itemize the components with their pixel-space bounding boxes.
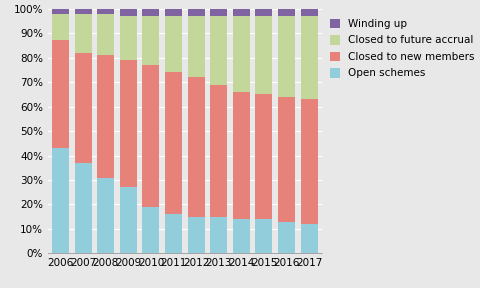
Bar — [188, 9, 204, 16]
Bar — [120, 16, 137, 60]
Bar — [300, 99, 318, 224]
Bar — [143, 16, 159, 65]
Bar — [165, 16, 182, 72]
Bar — [188, 77, 204, 217]
Bar — [255, 219, 273, 253]
Bar — [278, 222, 295, 253]
Bar — [233, 219, 250, 253]
Bar — [143, 65, 159, 207]
Bar — [210, 16, 227, 84]
Bar — [188, 16, 204, 77]
Bar — [74, 53, 92, 163]
Bar — [300, 9, 318, 16]
Bar — [74, 163, 92, 253]
Bar — [210, 85, 227, 217]
Bar — [143, 207, 159, 253]
Bar — [52, 41, 69, 148]
Bar — [52, 9, 69, 14]
Bar — [278, 9, 295, 16]
Bar — [165, 72, 182, 214]
Bar — [255, 16, 273, 94]
Bar — [74, 9, 92, 14]
Bar — [165, 9, 182, 16]
Bar — [52, 14, 69, 41]
Bar — [300, 224, 318, 253]
Bar — [97, 55, 114, 177]
Bar — [165, 214, 182, 253]
Bar — [233, 92, 250, 219]
Bar — [74, 14, 92, 53]
Legend: Winding up, Closed to future accrual, Closed to new members, Open schemes: Winding up, Closed to future accrual, Cl… — [330, 19, 475, 78]
Bar — [255, 94, 273, 219]
Bar — [278, 97, 295, 222]
Bar — [120, 60, 137, 187]
Bar — [300, 16, 318, 99]
Bar — [210, 217, 227, 253]
Bar — [143, 9, 159, 16]
Bar — [210, 9, 227, 16]
Bar — [97, 14, 114, 55]
Bar — [278, 16, 295, 97]
Bar — [188, 217, 204, 253]
Bar — [97, 177, 114, 253]
Bar — [52, 148, 69, 253]
Bar — [120, 187, 137, 253]
Bar — [97, 9, 114, 14]
Bar — [120, 9, 137, 16]
Bar — [233, 9, 250, 16]
Bar — [255, 9, 273, 16]
Bar — [233, 16, 250, 92]
